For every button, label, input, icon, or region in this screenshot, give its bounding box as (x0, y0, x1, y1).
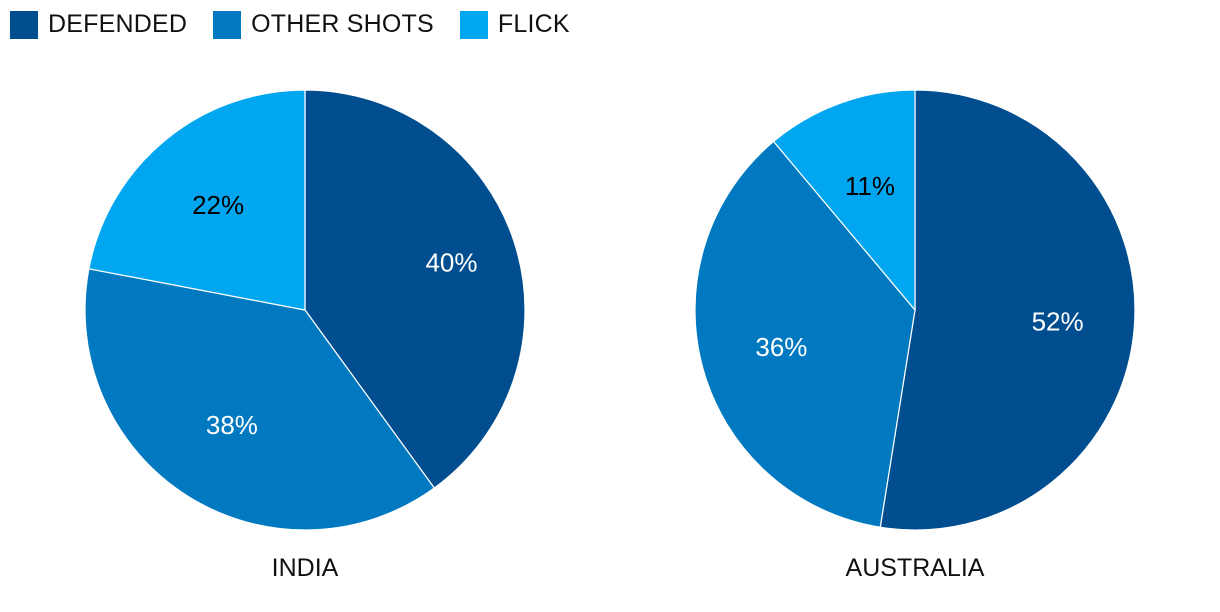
pie-title-australia: AUSTRALIA (846, 554, 985, 582)
legend: DEFENDED OTHER SHOTS FLICK (10, 10, 570, 39)
slice-australia-other-shots (694, 140, 916, 528)
data-label-india-other-shots: 38% (206, 410, 258, 440)
legend-label-defended: DEFENDED (48, 10, 188, 38)
legend-label-flick: FLICK (497, 10, 570, 38)
slice-india-other-shots (84, 268, 436, 531)
legend-swatch-other-shots (213, 10, 242, 39)
data-label-australia-flick: 11% (845, 171, 895, 201)
legend-swatch-defended (10, 10, 38, 39)
data-label-india-defended: 40% (425, 247, 477, 277)
slice-india-defended (304, 89, 526, 489)
pie-title-india: INDIA (272, 554, 339, 582)
legend-label-other-shots: OTHER SHOTS (251, 10, 434, 38)
legend-item-defended: DEFENDED (10, 10, 187, 39)
pie-chart-india: 40% 38% 22% (84, 89, 526, 531)
slice-india-flick (88, 89, 306, 311)
legend-item-other-shots: OTHER SHOTS (213, 10, 434, 39)
slice-australia-flick (772, 89, 916, 312)
data-label-india-flick: 22% (192, 190, 244, 220)
data-label-australia-other-shots: 36% (755, 332, 807, 362)
data-label-australia-defended: 52% (1032, 306, 1084, 336)
slice-australia-defended (879, 89, 1136, 531)
legend-swatch-flick (459, 10, 488, 39)
pie-chart-australia: 52% 36% 11% (694, 89, 1136, 531)
legend-item-flick: FLICK (459, 10, 570, 39)
